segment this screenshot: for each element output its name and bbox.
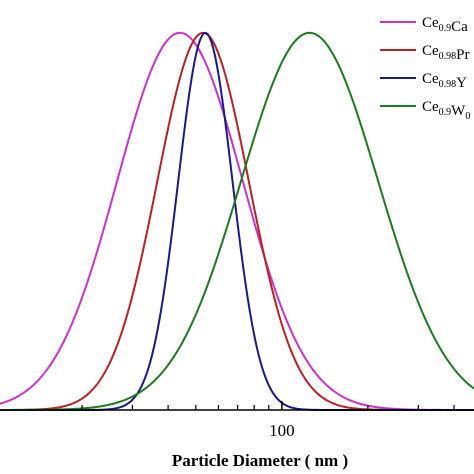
legend-label-4: Ce0.9W0 xyxy=(422,99,470,122)
plot-area xyxy=(0,31,474,411)
axes: 100 xyxy=(0,401,474,440)
legend: Ce0.9Ca Ce0.98Pr Ce0.98Y Ce0.9W0 xyxy=(380,15,470,122)
x-axis-title: Particle Diameter ( nm ) xyxy=(172,451,348,470)
legend-label-3: Ce0.98Y xyxy=(422,71,467,91)
legend-label-2: Ce0.98Pr xyxy=(422,43,470,63)
legend-label-1: Ce0.9Ca xyxy=(422,15,468,35)
series-line-3 xyxy=(0,31,474,411)
series-line-4 xyxy=(0,31,474,411)
x-tick-label: 100 xyxy=(269,421,295,440)
series-line-1 xyxy=(0,31,474,411)
